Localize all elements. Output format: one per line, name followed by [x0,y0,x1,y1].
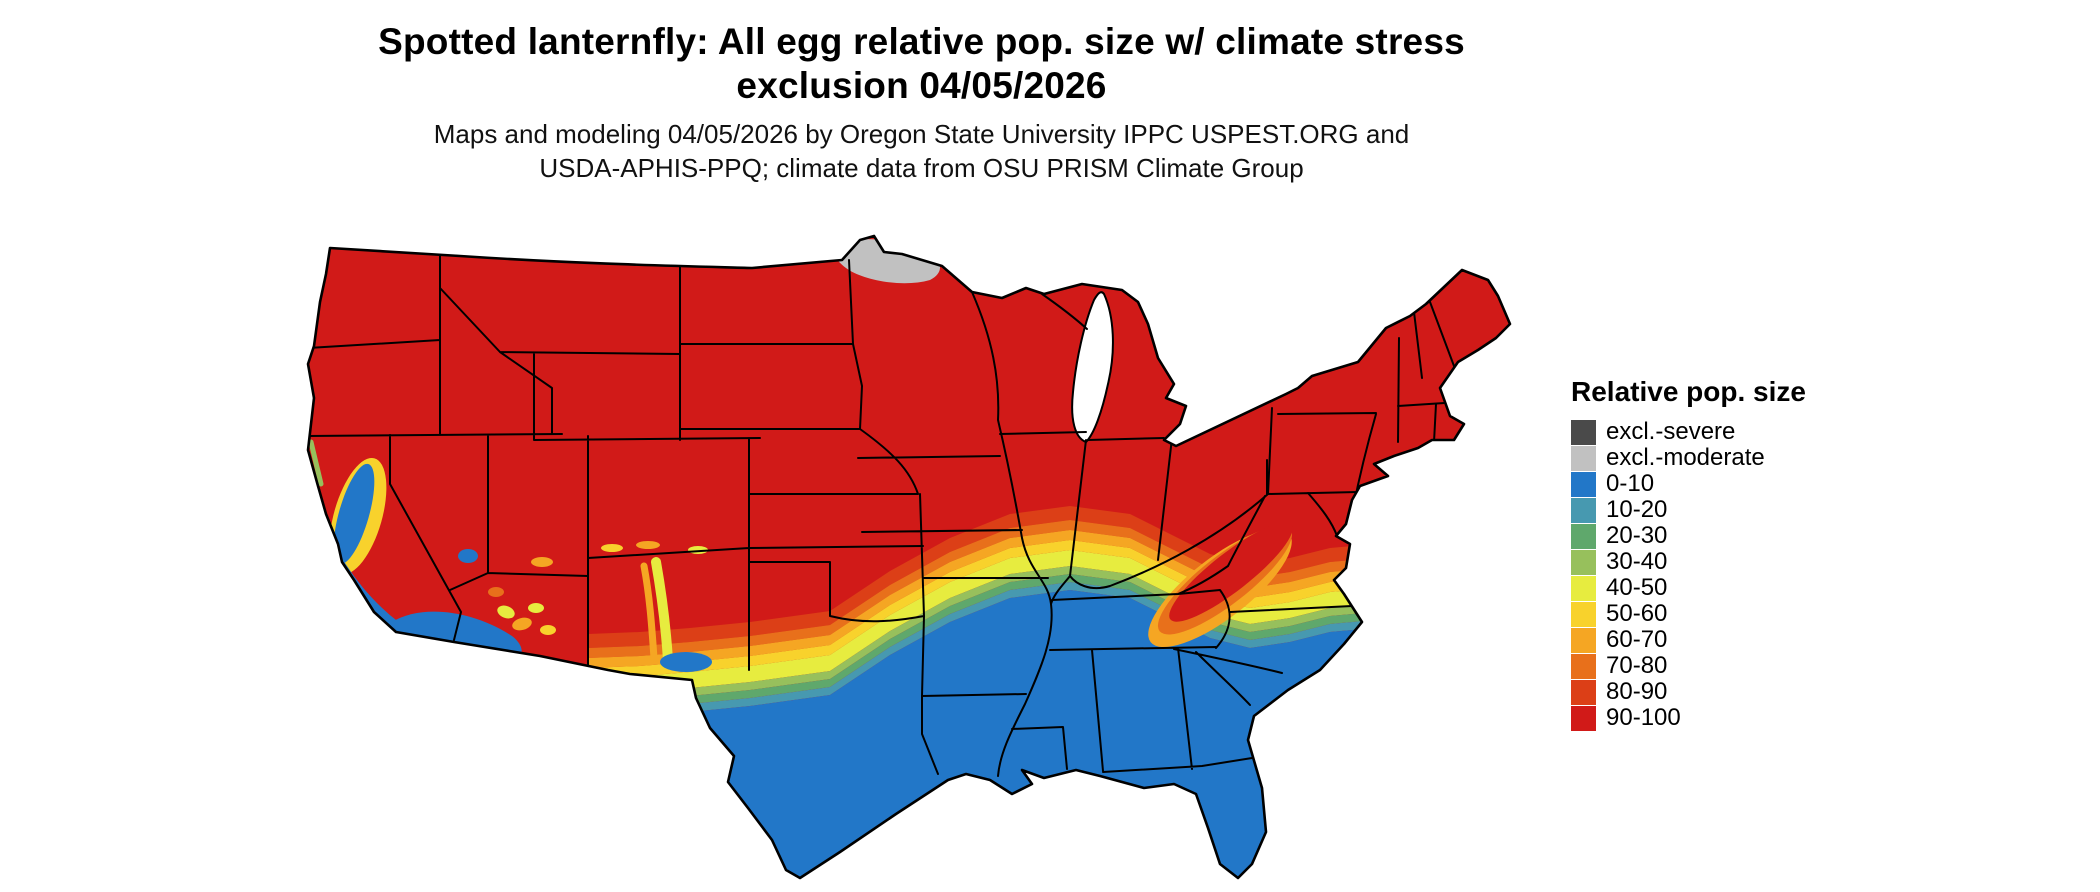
map-region [531,557,553,567]
map-region [497,605,515,619]
legend-swatch [1571,549,1596,575]
legend-swatch [1571,497,1596,523]
legend-item: 30-40 [1571,548,1806,575]
map-region [636,541,660,549]
map-region [308,383,310,443]
legend-item: 90-100 [1571,704,1806,731]
legend-label: 90-100 [1606,704,1681,731]
subtitle-line-2: USDA-APHIS-PPQ; climate data from OSU PR… [539,152,1304,183]
state-borders-south [1049,495,1353,773]
legend-label: 50-60 [1606,600,1668,627]
page-title: Spotted lanternfly: All egg relative pop… [0,20,1843,107]
state-borders-northeast [1266,301,1461,537]
legend-label: excl.-moderate [1606,444,1765,471]
legend-item: 20-30 [1571,522,1806,549]
map-region [588,540,1375,678]
legend-label: 0-10 [1606,470,1655,497]
legend-swatch [1571,601,1596,627]
legend-item: excl.-moderate [1571,444,1806,471]
legend-item: 40-50 [1571,574,1806,601]
legend-swatch [1571,679,1596,705]
legend-swatch [1571,653,1596,679]
legend-item: 70-80 [1571,652,1806,679]
legend-label: 70-80 [1606,652,1668,679]
legend-label: excl.-severe [1606,418,1736,445]
map-region [588,530,1375,668]
map-region [588,506,1375,648]
map-region [333,463,375,565]
legend-item: 0-10 [1571,470,1806,497]
legend-label: 60-70 [1606,626,1668,653]
legend-item: 60-70 [1571,626,1806,653]
legend-swatch [1571,471,1596,497]
legend-items: excl.-severe excl.-moderate 0-10 10-20 20-30… [1571,418,1806,731]
legend-swatch [1571,445,1596,471]
subtitle-line-1: Maps and modeling 04/05/2026 by Oregon S… [433,119,1410,149]
map-region [640,562,658,662]
legend-label: 30-40 [1606,548,1668,575]
page-subtitle: Maps and modeling 04/05/2026 by Oregon S… [0,118,1843,186]
legend-label: 20-30 [1606,522,1668,549]
legend: Relative pop. size excl.-severe excl.-mod… [1571,376,1806,731]
us-choropleth-map [306,234,1512,880]
map-region [458,549,478,563]
map-region [1169,522,1293,622]
legend-item: 80-90 [1571,678,1806,705]
legend-swatch [1571,627,1596,653]
legend-item: 50-60 [1571,600,1806,627]
legend-item: excl.-severe [1571,418,1806,445]
legend-swatch [1571,575,1596,601]
legend-title: Relative pop. size [1571,376,1806,407]
lake-michigan [1071,291,1114,444]
map-region [308,439,324,487]
map-region [601,544,623,552]
state-borders-midwest [971,291,1269,777]
state-borders-west [308,255,761,671]
legend-swatch [1571,523,1596,549]
legend-label: 80-90 [1606,678,1668,705]
state-borders [308,255,1461,777]
title-line-1: Spotted lanternfly: All egg relative pop… [378,21,1465,62]
legend-swatch [1571,705,1596,731]
title-line-2: exclusion 04/05/2026 [736,64,1107,106]
map-region [660,652,712,672]
legend-item: 10-20 [1571,496,1806,523]
legend-swatch [1571,419,1596,445]
map-region [651,557,673,665]
legend-label: 40-50 [1606,574,1668,601]
us-outline [306,234,1512,880]
map-region [528,603,544,613]
map-region [512,617,532,631]
map-region [540,625,556,635]
legend-label: 10-20 [1606,496,1668,523]
map-raster-layer [308,236,1510,878]
state-borders-plains [679,259,1049,775]
map-region [488,587,504,597]
